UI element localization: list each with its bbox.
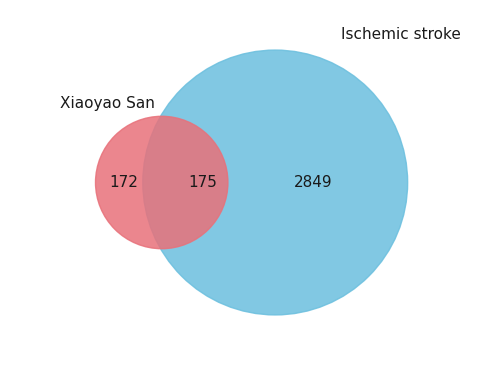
Text: 175: 175 (188, 175, 217, 190)
Text: 2849: 2849 (294, 175, 333, 190)
Circle shape (143, 50, 407, 315)
Circle shape (96, 116, 228, 249)
Text: Xiaoyao San: Xiaoyao San (60, 96, 154, 111)
Text: 172: 172 (110, 175, 138, 190)
Text: Ischemic stroke: Ischemic stroke (342, 27, 462, 42)
